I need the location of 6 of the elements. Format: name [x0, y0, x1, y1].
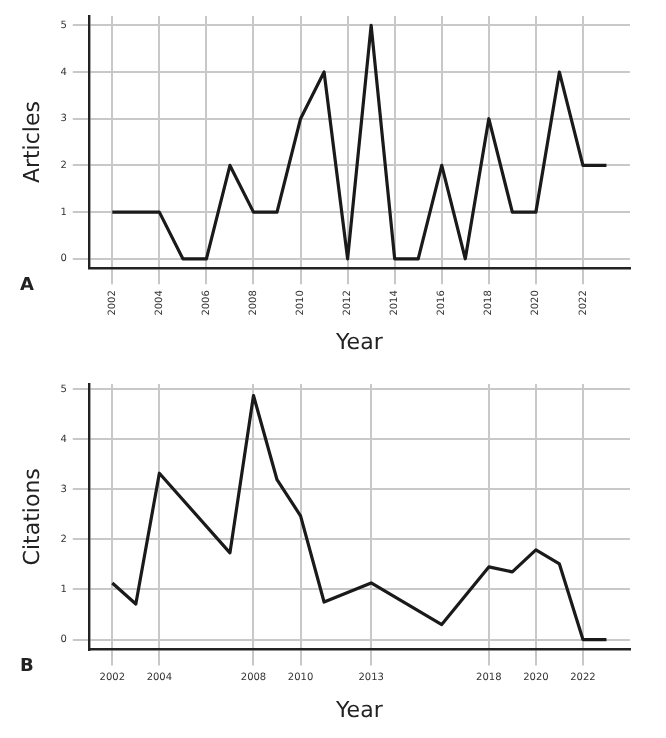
- y-axis-title: Articles: [18, 100, 45, 184]
- y-axis-title: Citations: [18, 467, 45, 566]
- text: A: [20, 275, 34, 296]
- x-axis-title: Year: [334, 328, 384, 355]
- x-axis-title: Year: [334, 696, 384, 723]
- text: B: [20, 657, 34, 678]
